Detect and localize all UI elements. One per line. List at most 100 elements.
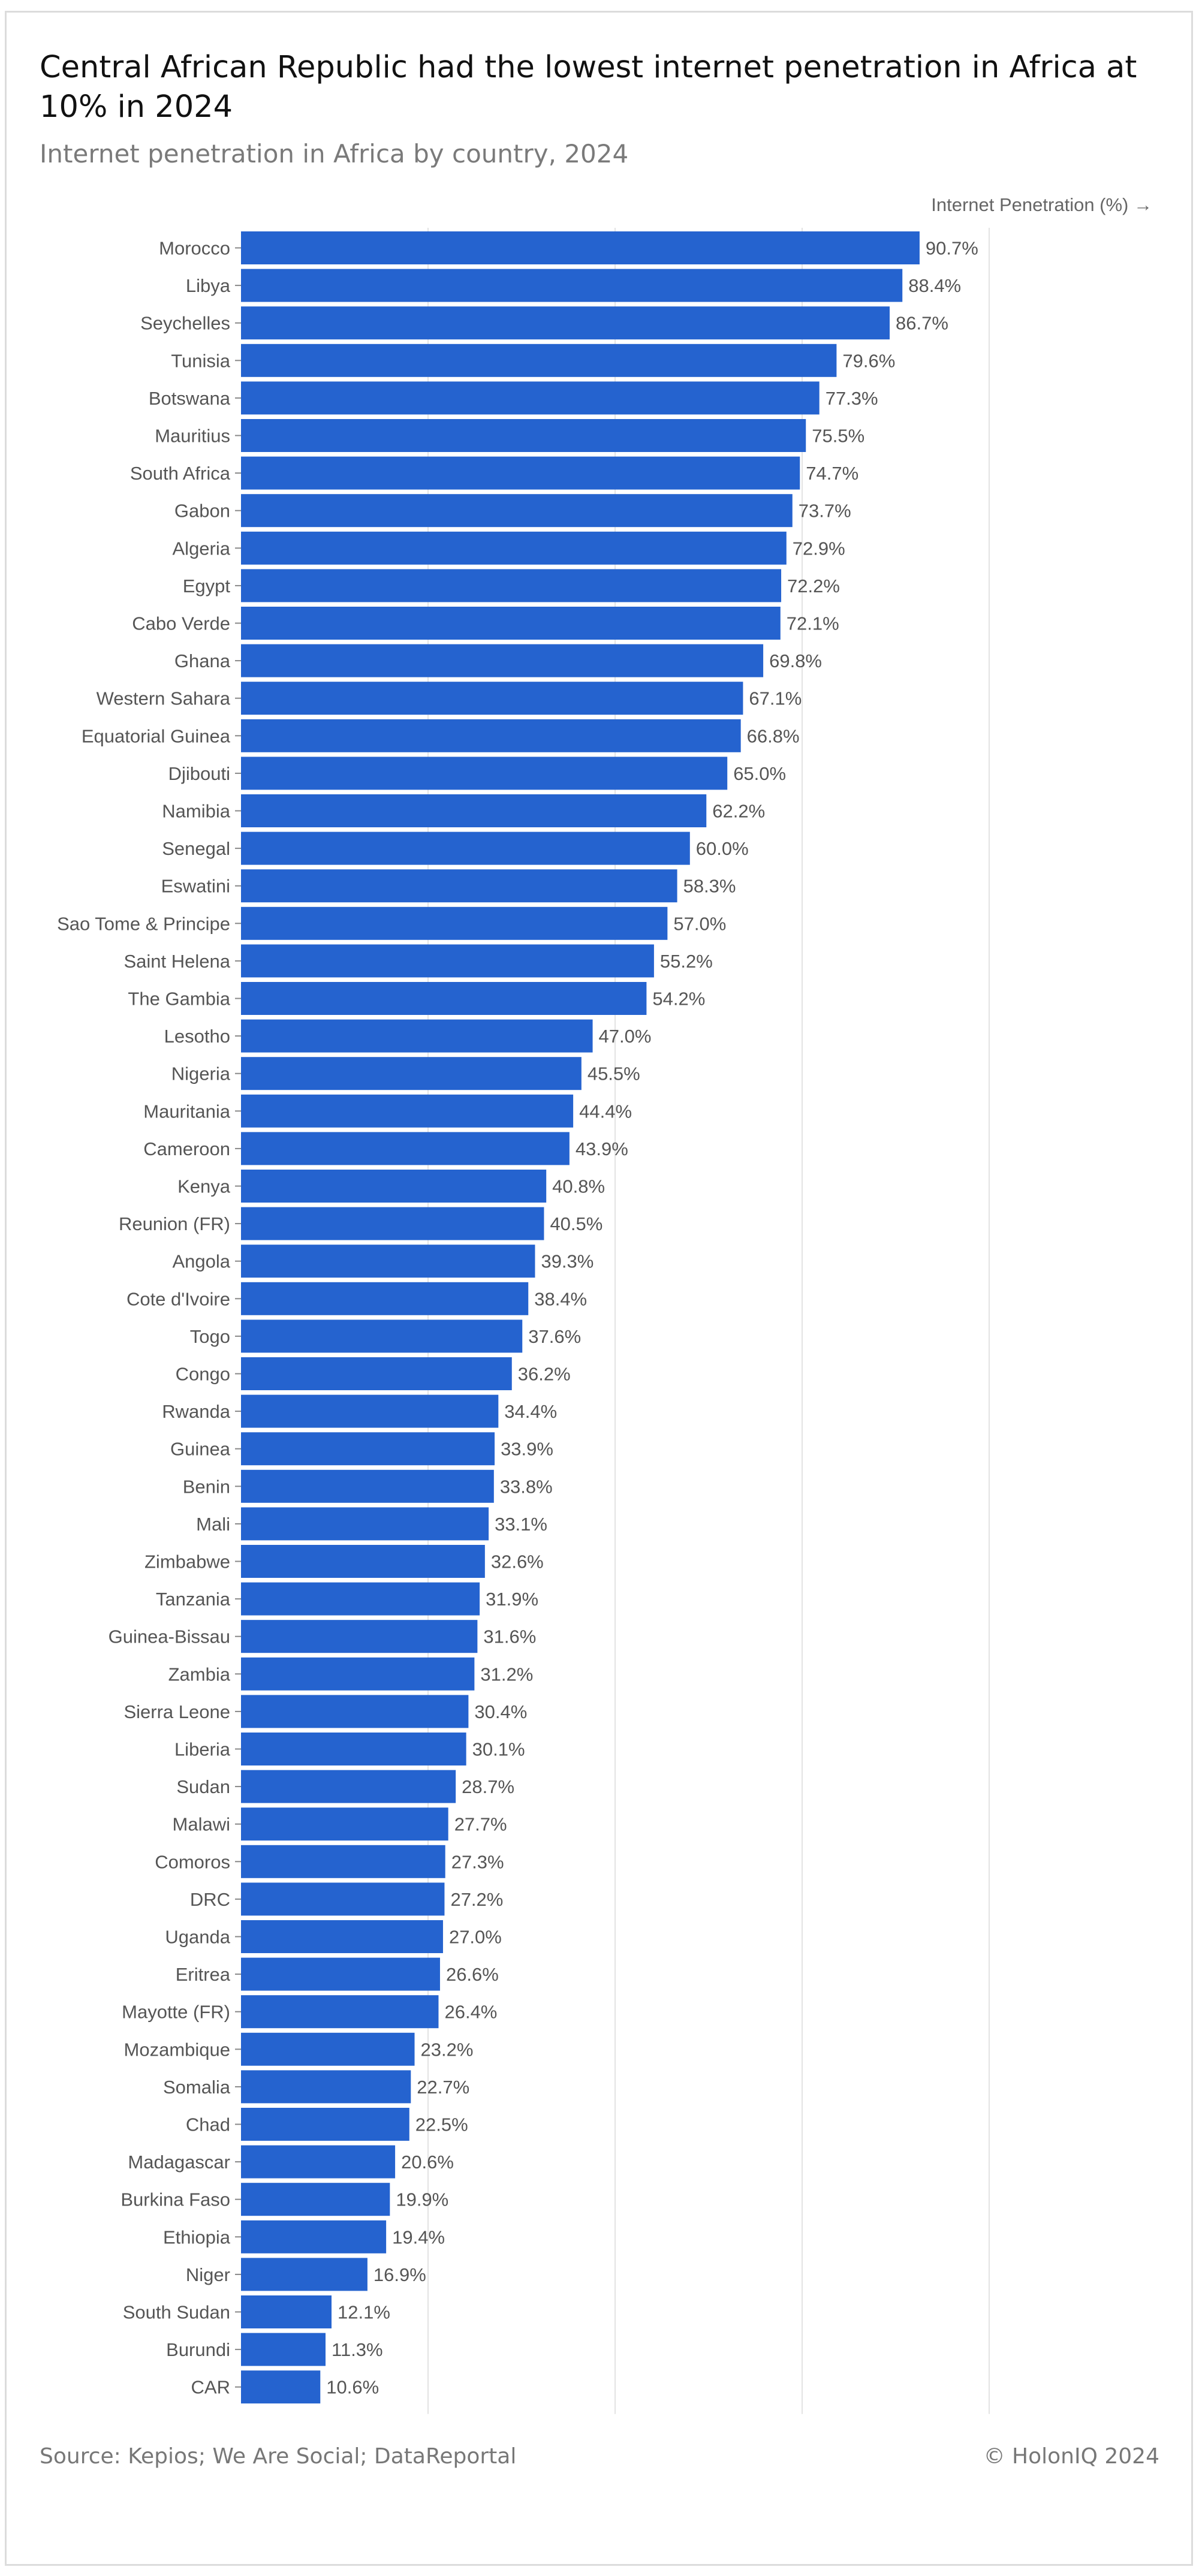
bar [241,344,837,377]
category-label: DRC [190,1889,230,1910]
bar [241,2370,321,2404]
bar [241,531,787,565]
category-label: Ghana [174,650,231,671]
category-label: Lesotho [164,1026,230,1047]
value-label: 11.3% [332,2339,383,2360]
value-label: 58.3% [683,876,736,897]
value-label: 54.2% [652,989,705,1010]
category-label: Sudan [176,1776,230,1797]
value-label: 27.7% [454,1814,507,1835]
category-label: Equatorial Guinea [82,725,231,746]
bar [241,494,793,528]
value-label: 33.1% [495,1514,547,1535]
value-label: 33.9% [501,1439,553,1460]
bar [241,869,677,903]
value-label: 74.7% [806,463,858,484]
bar [241,1545,485,1578]
value-label: 38.4% [534,1288,587,1309]
value-label: 27.0% [449,1927,502,1948]
bar [241,2108,409,2141]
bar [241,1207,544,1240]
category-label: Mozambique [124,2039,230,2060]
category-label: Western Sahara [97,688,231,709]
bar [241,2258,367,2291]
category-label: Djibouti [168,763,230,784]
category-label: Sao Tome & Principe [57,913,230,934]
value-label: 45.5% [588,1063,640,1084]
value-label: 47.0% [599,1026,652,1047]
bar [241,419,806,452]
category-label: Eswatini [161,876,230,897]
value-label: 31.6% [483,1626,536,1647]
category-label: Chad [186,2114,230,2135]
bar [241,1319,523,1353]
value-label: 86.7% [896,313,948,334]
category-label: Nigeria [171,1063,231,1084]
category-label: Uganda [165,1927,230,1948]
category-label: Comoros [155,1851,230,1872]
bar [241,2070,411,2104]
bar [241,1733,466,1765]
category-label: Mauritius [155,426,230,447]
value-label: 55.2% [660,951,713,972]
bar [241,569,782,602]
category-label: Zambia [168,1664,231,1685]
category-label: South Sudan [123,2302,230,2323]
credit-note: © HolonIQ 2024 [983,2444,1159,2469]
category-label: Guinea [170,1439,231,1460]
category-label: Eritrea [176,1964,231,1985]
bar [241,1394,499,1428]
value-label: 73.7% [799,501,851,522]
value-label: 31.9% [486,1589,538,1610]
category-label: Seychelles [140,313,230,334]
bar [241,2295,332,2328]
bar [241,719,741,752]
value-label: 27.3% [451,1851,504,1872]
bar [241,644,764,677]
bar [241,794,707,827]
category-label: Cote d'Ivoire [126,1288,230,1309]
category-label: Libya [186,275,231,296]
value-label: 39.3% [541,1251,594,1272]
value-label: 22.7% [417,2077,469,2098]
category-label: Somalia [163,2077,231,2098]
value-label: 16.9% [373,2264,426,2285]
value-label: 72.1% [787,613,839,634]
category-label: Sierra Leone [123,1701,230,1722]
bar [241,1432,495,1466]
value-label: 32.6% [491,1551,544,1572]
bar [241,2145,396,2179]
value-label: 19.9% [396,2189,448,2210]
value-label: 26.4% [444,2002,497,2023]
category-label: Ethiopia [163,2226,231,2247]
category-label: Burkina Faso [120,2189,230,2210]
value-label: 66.8% [747,725,800,746]
category-label: Botswana [149,388,231,409]
category-label: South Africa [130,463,231,484]
value-label: 10.6% [326,2377,379,2398]
category-label: Benin [183,1476,230,1497]
bar [241,456,800,490]
category-label: Egypt [183,576,231,596]
category-label: Namibia [162,801,230,822]
labels: Morocco 90.7% Libya 88.4% Seychelles 86.7% Tun… [57,238,978,2398]
category-label: CAR [191,2377,230,2398]
value-label: 34.4% [504,1401,557,1422]
bar [241,1882,445,1916]
bar [241,269,903,302]
category-label: Congo [176,1364,230,1385]
bar [241,2032,415,2066]
category-label: Algeria [173,538,231,559]
bar [241,1620,478,1653]
value-label: 69.8% [769,650,822,671]
bar [241,607,781,640]
value-label: 33.8% [500,1476,553,1497]
bar [241,1132,570,1165]
value-label: 19.4% [392,2226,445,2247]
value-label: 72.2% [787,576,840,596]
value-label: 22.5% [415,2114,468,2135]
bar [241,1507,489,1541]
bar [241,1282,529,1315]
bar [241,306,890,340]
category-label: Reunion (FR) [119,1213,230,1234]
